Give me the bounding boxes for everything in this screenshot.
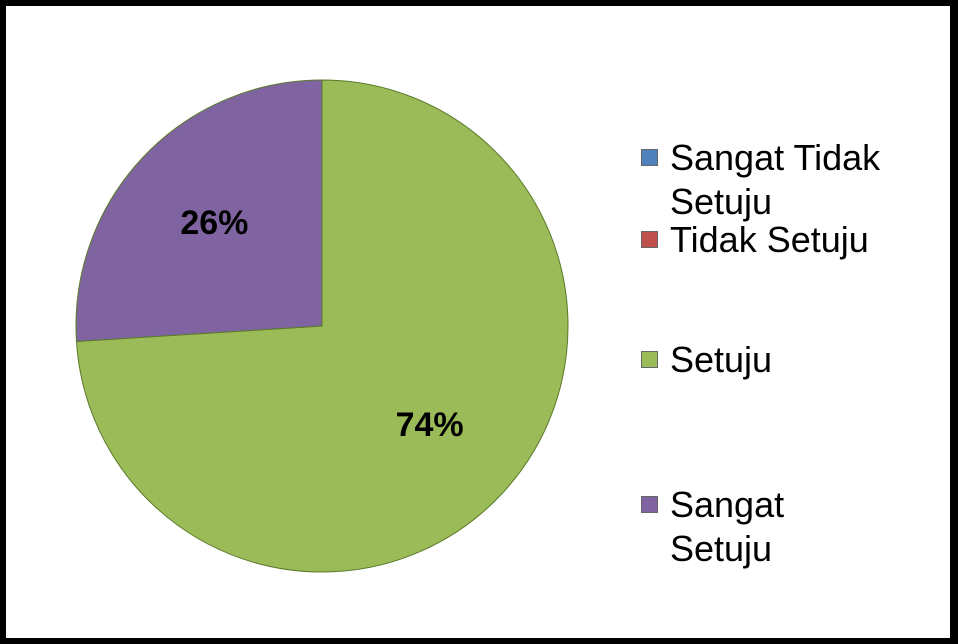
legend-item: Sangat Setuju (641, 483, 896, 571)
data-label: 26% (180, 204, 248, 242)
data-label: 74% (396, 406, 464, 444)
legend-item: Tidak Setuju (641, 218, 896, 262)
legend-label: Sangat Tidak Setuju (670, 137, 881, 222)
legend-item: Setuju (641, 338, 896, 382)
legend-label: Setuju (670, 339, 773, 380)
legend-item: Sangat Tidak Setuju (641, 136, 896, 224)
legend-label: Tidak Setuju (670, 219, 869, 260)
pie-slice (75, 79, 323, 342)
legend-swatch (641, 231, 658, 248)
legend-swatch (641, 496, 658, 513)
legend-label: Sangat Setuju (670, 484, 785, 569)
legend-swatch (641, 149, 658, 166)
legend-swatch (641, 351, 658, 368)
